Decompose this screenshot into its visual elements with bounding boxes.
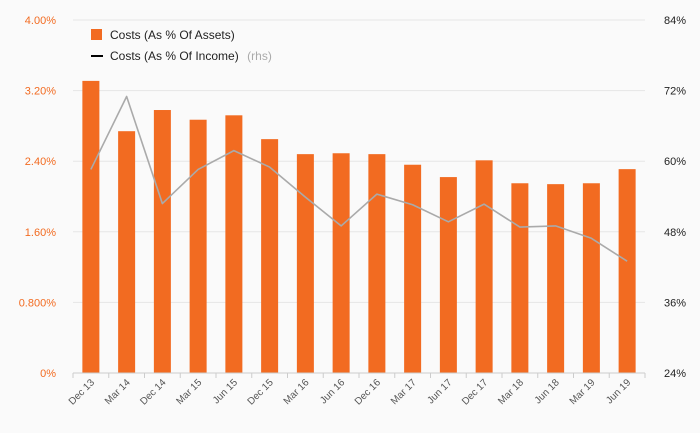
legend-line-suffix: (rhs) [247, 49, 272, 63]
x-tick-label: Dec 13 [67, 377, 97, 407]
bar [404, 164, 422, 373]
x-tick-label: Jun 19 [604, 377, 633, 406]
bar [618, 169, 636, 373]
line-path [90, 95, 628, 262]
bar-series [82, 80, 636, 373]
bar [189, 119, 207, 373]
x-tick-label: Jun 15 [211, 377, 240, 406]
y-left-tick-label: 0.800% [19, 297, 57, 309]
legend-bar-label: Costs (As % Of Assets) [110, 28, 235, 42]
y-left-tick-label: 4.00% [25, 15, 56, 27]
x-tick-label: Mar 14 [103, 377, 133, 407]
x-tick-label: Jun 18 [533, 377, 562, 406]
bar [82, 80, 100, 373]
x-tick-label: Dec 15 [246, 377, 276, 407]
y-right-tick-label: 48% [664, 227, 686, 239]
x-tick-label: Mar 16 [282, 377, 312, 407]
bar [225, 115, 243, 373]
x-tick-label: Mar 15 [174, 377, 204, 407]
bar [547, 184, 565, 373]
x-tick-label: Dec 16 [353, 377, 383, 407]
y-right-tick-label: 72% [664, 86, 686, 98]
bar [118, 131, 136, 373]
x-tick-label: Mar 17 [389, 377, 419, 407]
x-tick-label: Jun 17 [425, 377, 454, 406]
legend: Costs (As % Of Assets) Costs (As % Of In… [91, 28, 272, 64]
legend-line-label: Costs (As % Of Income) [110, 49, 239, 63]
y-right-tick-label: 60% [664, 156, 686, 168]
bar [261, 139, 279, 373]
bar [439, 177, 457, 373]
y-left-tick-label: 1.60% [25, 227, 56, 239]
bar [475, 160, 493, 373]
x-tick-label: Dec 14 [138, 377, 168, 407]
bar [153, 110, 171, 373]
bar [296, 154, 314, 373]
y-left-tick-label: 2.40% [25, 156, 56, 168]
bar [582, 183, 600, 373]
y-left-tick-label: 0% [40, 368, 56, 380]
x-tick-label: Mar 19 [568, 377, 598, 407]
y-left-tick-label: 3.20% [25, 86, 56, 98]
y-right-tick-label: 36% [664, 297, 686, 309]
x-tick-label: Jun 16 [318, 377, 347, 406]
bar [332, 153, 350, 373]
x-tick-label: Mar 18 [496, 377, 526, 407]
legend-line-label-group: Costs (As % Of Income) (rhs) [110, 47, 272, 64]
bar [511, 183, 529, 373]
y-right-tick-label: 24% [664, 368, 686, 380]
y-right-tick-label: 84% [664, 15, 686, 27]
bar [368, 154, 386, 373]
x-tick-label: Dec 17 [460, 377, 490, 407]
legend-bar-swatch [91, 29, 102, 40]
line-series [90, 95, 628, 262]
